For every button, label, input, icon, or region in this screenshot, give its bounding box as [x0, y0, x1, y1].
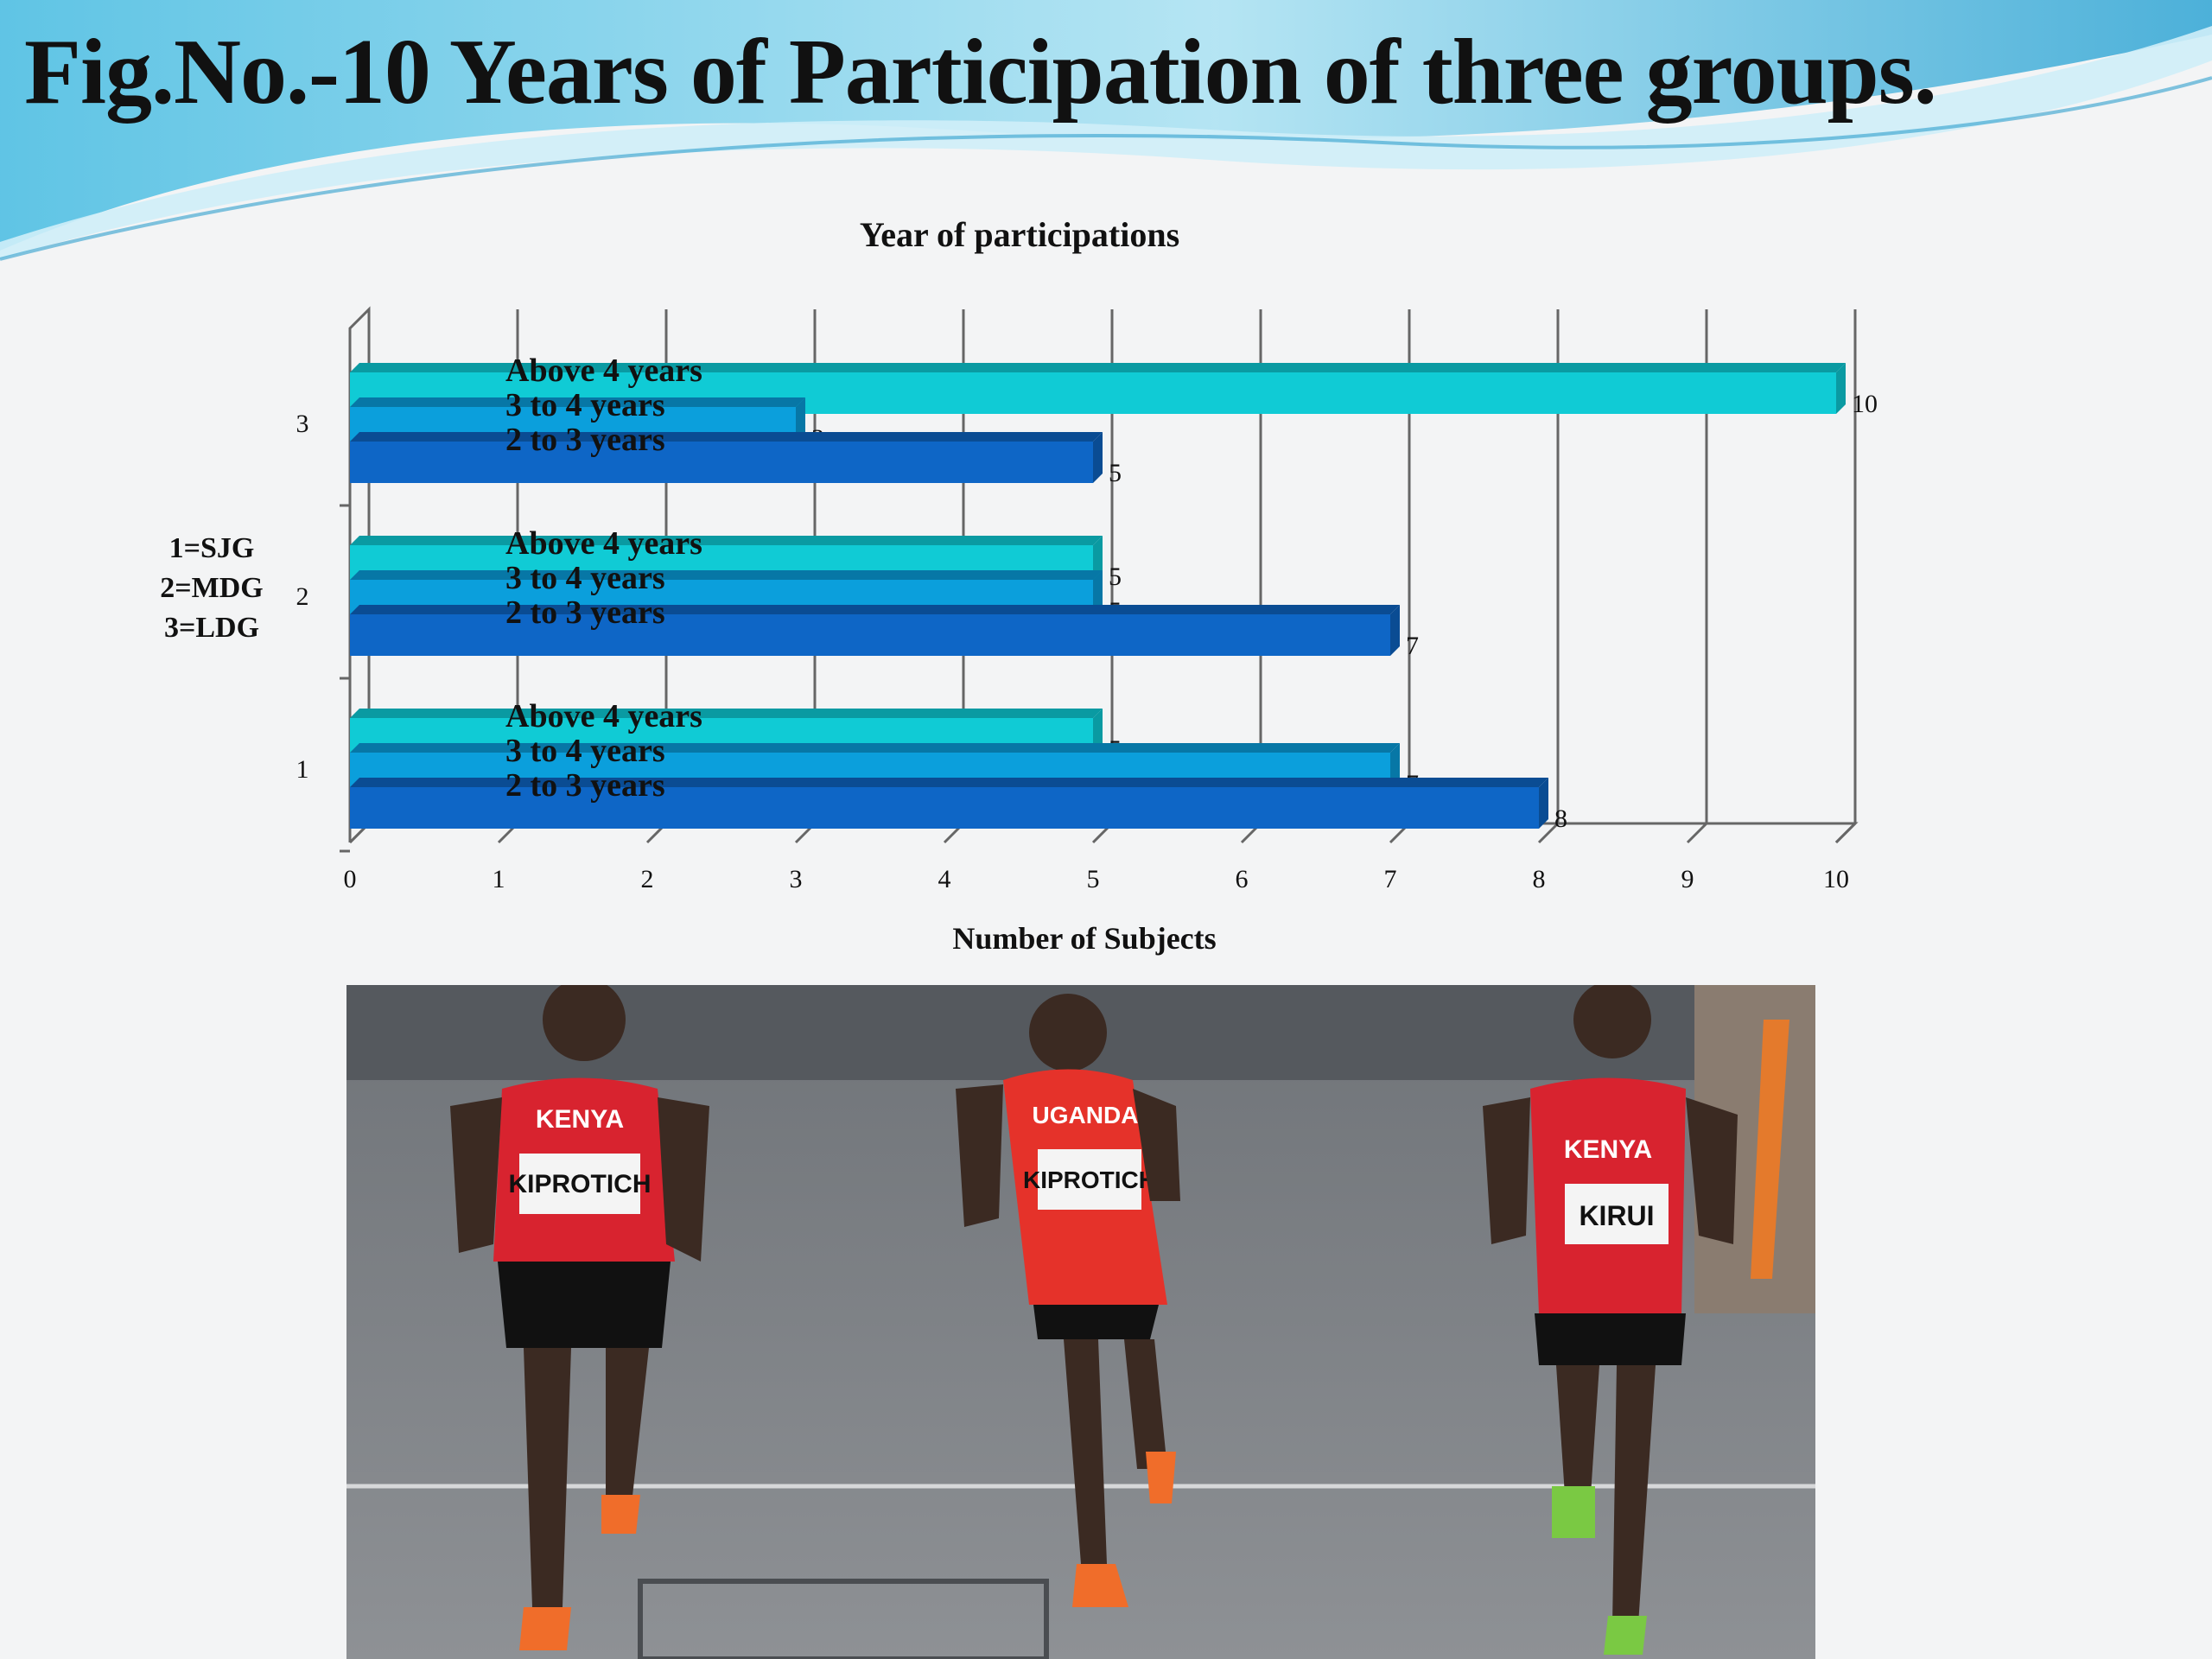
x-tick-label-2: 2: [641, 865, 654, 893]
bar-series-label-above-4-years-group-3: Above 4 years: [505, 353, 702, 389]
y-tick-label-3: 3: [296, 410, 309, 438]
bib-text-1: KIPROTICH: [509, 1170, 652, 1198]
group-code-2: 2=MDG: [160, 572, 264, 604]
chart-title: Year of participations: [860, 215, 1179, 254]
bar-series-label-above-4-years-group-2: Above 4 years: [505, 525, 702, 562]
bar-end-2-to-3-years-group-2: [1390, 605, 1400, 656]
bar-series-label-3-to-4-years-group-1: 3 to 4 years: [505, 733, 665, 769]
bar-top-3-to-4-years-group-2: [350, 570, 1103, 580]
data-label-2-to-3-years-group-1: 8: [1554, 804, 1567, 833]
bar-top-2-to-3-years-group-3: [350, 432, 1103, 442]
bar-top-above-4-years-group-3: [350, 363, 1846, 372]
jersey-text-2: UGANDA: [1033, 1102, 1139, 1128]
bar-series-label-2-to-3-years-group-1: 2 to 3 years: [505, 767, 665, 804]
y-tick-label-1: 1: [296, 755, 309, 784]
data-label-above-4-years-group-2: 5: [1109, 563, 1122, 591]
data-label-2-to-3-years-group-2: 7: [1406, 632, 1419, 660]
bar-end-2-to-3-years-group-3: [1093, 432, 1103, 483]
bar-2-to-3-years-group-2: [350, 614, 1390, 656]
marathon-runners-photo: KIPROTICH KENYA KIPROTICH UGANDA: [346, 985, 1815, 1659]
x-tick-label-10: 10: [1823, 865, 1849, 893]
bar-top-3-to-4-years-group-1: [350, 743, 1400, 753]
bib-text-3: KIRUI: [1579, 1200, 1654, 1231]
runner-3: KIRUI KENYA: [1483, 985, 1738, 1655]
x-axis-title: Number of Subjects: [952, 921, 1216, 956]
bar-top-2-to-3-years-group-1: [350, 778, 1548, 787]
bar-series-label-2-to-3-years-group-2: 2 to 3 years: [505, 594, 665, 631]
x-tick-label-7: 7: [1384, 865, 1397, 893]
group-code-1: 1=SJG: [168, 532, 255, 564]
gridline-depth-8: [1537, 822, 1560, 844]
data-label-above-4-years-group-3: 10: [1852, 390, 1878, 418]
bar-top-2-to-3-years-group-2: [350, 605, 1400, 614]
bar-series-label-3-to-4-years-group-2: 3 to 4 years: [505, 560, 665, 596]
header-swoosh-decoration: [0, 0, 2212, 261]
jersey-text-3: KENYA: [1564, 1135, 1652, 1164]
x-tick-label-9: 9: [1681, 865, 1694, 893]
x-tick-label-4: 4: [938, 865, 951, 893]
slide-title: Fig.No.-10 Years of Participation of thr…: [24, 21, 1937, 124]
bar-end-2-to-3-years-group-1: [1539, 778, 1548, 829]
jersey-text-1: KENYA: [536, 1105, 624, 1134]
gridline-depth-9: [1686, 822, 1708, 844]
runner-1: KIPROTICH KENYA: [450, 985, 709, 1650]
data-label-2-to-3-years-group-3: 5: [1109, 459, 1122, 487]
x-tick-label-0: 0: [344, 865, 357, 893]
runner-2: KIPROTICH UGANDA: [956, 994, 1180, 1607]
bar-top-above-4-years-group-2: [350, 536, 1103, 545]
bar-top-above-4-years-group-1: [350, 709, 1103, 718]
x-tick-label-5: 5: [1087, 865, 1100, 893]
x-tick-label-6: 6: [1236, 865, 1249, 893]
bar-chart: Year of participations Above 4 years 5 3 t…: [296, 215, 1878, 956]
bar-series-label-3-to-4-years-group-3: 3 to 4 years: [505, 387, 665, 423]
bar-2-to-3-years-group-3: [350, 442, 1093, 483]
x-tick-label-8: 8: [1533, 865, 1546, 893]
bar-series-label-2-to-3-years-group-3: 2 to 3 years: [505, 422, 665, 458]
y-tick-label-2: 2: [296, 582, 309, 611]
bar-2-to-3-years-group-1: [350, 787, 1539, 829]
x-tick-label-3: 3: [790, 865, 803, 893]
group-code-3: 3=LDG: [163, 612, 260, 644]
gridline-depth-10: [1834, 822, 1857, 844]
bib-text-2: KIPROTICH: [1023, 1166, 1156, 1193]
group-code-legend: 1=SJG 2=MDG 3=LDG: [130, 529, 294, 648]
bar-top-3-to-4-years-group-3: [350, 397, 805, 407]
x-tick-label-1: 1: [493, 865, 505, 893]
bar-series-label-above-4-years-group-1: Above 4 years: [505, 698, 702, 734]
bar-end-above-4-years-group-3: [1836, 363, 1846, 414]
